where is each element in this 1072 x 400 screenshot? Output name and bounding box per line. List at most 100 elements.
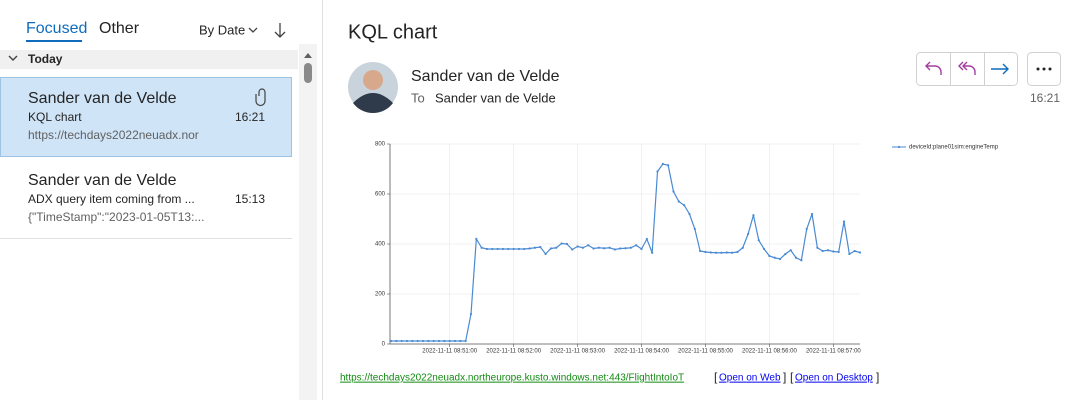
tab-underline [26,40,82,42]
data-point [629,246,632,249]
data-point [821,249,824,253]
data-point [661,162,664,166]
open-web-link[interactable]: Open on Web [719,373,781,384]
group-chevron[interactable] [8,55,18,61]
data-point [741,246,744,249]
scroll-thumb[interactable] [304,63,312,83]
data-point [448,339,451,343]
data-point [667,164,670,167]
more-dot [1036,67,1040,71]
data-point [693,227,696,231]
query-link[interactable]: https://techdays2022neuadx.northeurope.k… [340,373,684,384]
data-point [512,247,515,251]
data-point [464,339,467,343]
x-tick-label: 2022-11-11 08:53:00 [550,349,605,355]
data-point [517,247,521,251]
message-time: 15:13 [235,192,265,206]
data-point [645,237,648,241]
scroll-up[interactable] [304,53,312,58]
data-point [613,248,616,251]
message-preview: https://techdays2022neuadx.nor [28,128,199,142]
message-subject: ADX query item coming from ... [28,192,195,206]
data-point [507,247,510,251]
reply-button[interactable] [925,61,942,75]
scrollbar [299,44,317,400]
message-item-selected[interactable] [0,77,292,157]
data-point [651,251,654,254]
y-tick-label: 600 [375,192,386,198]
forward-button[interactable] [991,63,1009,75]
data-point [555,246,558,249]
data-point [762,247,766,251]
sort-button[interactable]: By Date [199,22,245,37]
data-point [784,252,787,256]
data-point [683,204,686,207]
y-tick-label: 200 [375,292,386,298]
reply-all-button[interactable] [958,61,976,75]
tab-other[interactable]: Other [99,20,140,37]
data-point [571,248,574,251]
y-tick-label: 0 [382,342,386,348]
data-point [677,200,680,203]
data-point [416,339,419,343]
data-point [725,251,728,254]
y-tick-label: 400 [375,242,386,248]
data-point [794,256,798,259]
sort-direction[interactable] [274,23,286,38]
data-point [549,247,553,250]
data-point [400,339,403,343]
bracket: [ [714,370,718,384]
data-point [688,212,691,216]
tab-focused[interactable]: Focused [26,20,87,37]
data-point [848,252,851,256]
data-point [405,339,409,343]
data-point [597,246,600,249]
data-point [528,247,531,250]
group-header [0,50,298,69]
data-point [842,220,846,223]
data-point [704,250,707,254]
data-point [768,254,771,258]
data-point [592,247,595,250]
data-point [858,251,862,254]
data-point [826,249,830,252]
message-time: 16:21 [235,110,265,124]
data-point [778,257,782,261]
data-point [496,247,499,251]
x-tick-label: 2022-11-11 08:51:00 [422,349,477,355]
data-point [752,214,755,217]
data-point [800,259,803,262]
data-point [533,246,537,249]
data-point [485,247,489,251]
data-point [810,212,814,216]
data-point [853,249,856,253]
open-desktop-link[interactable]: Open on Desktop [795,373,873,384]
data-point [832,250,835,253]
x-tick-label: 2022-11-11 08:55:00 [678,349,733,355]
data-point [539,245,542,249]
data-point [720,251,723,254]
data-point [491,247,494,251]
data-point [469,312,473,316]
x-tick-label: 2022-11-11 08:52:00 [486,349,541,355]
data-point [789,249,792,252]
data-point [603,247,606,250]
data-point [523,247,526,251]
action-group [916,52,1018,86]
x-tick-label: 2022-11-11 08:54:00 [614,349,669,355]
message-preview: {"TimeStamp":"2023-01-05T13:... [28,210,204,224]
data-point [411,339,414,343]
bracket: ] [876,370,879,384]
y-tick-label: 800 [375,142,386,148]
data-point [432,339,435,343]
data-point [389,339,393,343]
bracket: [ [790,370,794,384]
data-point [640,247,643,251]
avatar-body [353,93,393,113]
message-sender: Sander van de Velde [28,172,177,189]
bracket: ] [783,370,786,384]
data-point [587,244,590,247]
data-point [709,251,712,254]
reading-title: KQL chart [348,21,438,43]
data-point [581,246,585,249]
